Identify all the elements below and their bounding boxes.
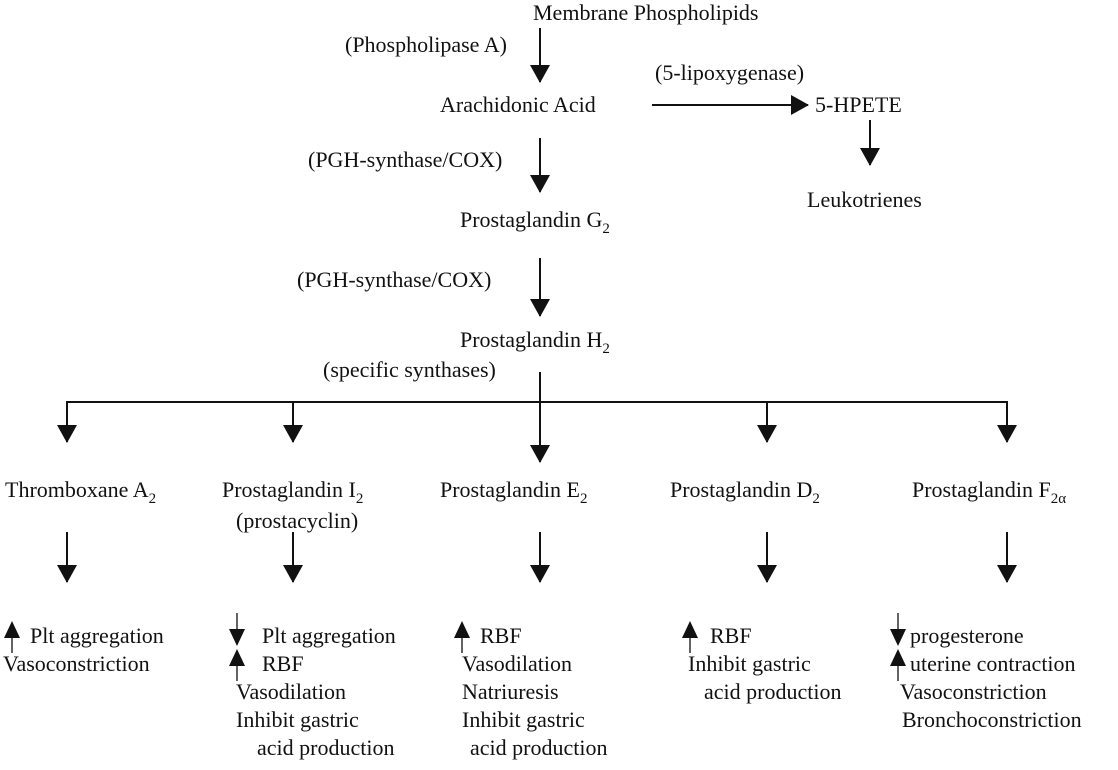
effect-text: RBF <box>480 623 522 648</box>
node-5-hpete: 5-HPETE <box>815 92 902 117</box>
effect-text: Vasodilation <box>462 651 572 676</box>
effect-text: Natriuresis <box>462 679 559 704</box>
effect-text: Plt aggregation <box>30 623 164 648</box>
effect-text: RBF <box>262 651 304 676</box>
product-1: Prostaglandin I2(prostacyclin) Plt aggreg… <box>222 402 396 760</box>
products-layer: Thromboxane A2 Plt aggregation Vasoconstri… <box>3 402 1082 760</box>
product-note: (prostacyclin) <box>236 508 358 533</box>
enzyme-5-lipoxygenase: (5-lipoxygenase) <box>655 60 804 85</box>
increase-arrow-icon <box>890 649 906 666</box>
effect-text: RBF <box>710 623 752 648</box>
node-prostaglandin-g2: Prostaglandin G2 <box>460 207 610 237</box>
node-leukotrienes: Leukotrienes <box>807 187 922 212</box>
effect-text: acid production <box>257 735 394 760</box>
effect-text: Plt aggregation <box>262 623 396 648</box>
effect-text: progesterone <box>910 623 1024 648</box>
effect-text: Vasodilation <box>236 679 346 704</box>
effect-text: acid production <box>704 679 841 704</box>
decrease-arrow-icon <box>890 629 906 646</box>
increase-arrow-icon <box>454 621 470 638</box>
product-4: Prostaglandin F2α progesterone uterine con… <box>890 402 1082 732</box>
product-label: Prostaglandin D2 <box>670 477 820 507</box>
enzyme-phospholipase: (Phospholipase A) <box>345 32 507 57</box>
node-membrane-phospholipids: Membrane Phospholipids <box>533 0 759 25</box>
increase-arrow-icon <box>682 621 698 638</box>
effect-text: acid production <box>470 735 607 760</box>
effect-text: Inhibit gastric <box>462 707 585 732</box>
enzyme-cox-2: (PGH-synthase/COX) <box>297 267 491 292</box>
increase-arrow-icon <box>229 649 245 666</box>
effect-text: Bronchoconstriction <box>902 707 1082 732</box>
product-label: Thromboxane A2 <box>5 477 156 507</box>
effect-text: Inhibit gastric <box>688 651 811 676</box>
product-0: Thromboxane A2 Plt aggregation Vasoconstri… <box>3 402 164 676</box>
effect-text: Vasoconstriction <box>900 679 1047 704</box>
product-label: Prostaglandin I2 <box>222 477 363 507</box>
effect-text: Inhibit gastric <box>236 707 359 732</box>
product-label: Prostaglandin E2 <box>440 477 587 507</box>
node-arachidonic-acid: Arachidonic Acid <box>440 92 596 117</box>
effect-text: uterine contraction <box>910 651 1076 676</box>
enzyme-cox-1: (PGH-synthase/COX) <box>308 147 502 172</box>
enzyme-specific-synthases: (specific synthases) <box>323 357 496 382</box>
node-prostaglandin-h2: Prostaglandin H2 <box>460 327 610 357</box>
product-3: Prostaglandin D2 RBF Inhibit gastric acid p… <box>670 402 841 704</box>
decrease-arrow-icon <box>229 629 245 646</box>
effect-text: Vasoconstriction <box>3 651 150 676</box>
product-2: Prostaglandin E2 RBF Vasodilation Natriures… <box>440 477 607 760</box>
increase-arrow-icon <box>4 621 20 638</box>
product-label: Prostaglandin F2α <box>912 477 1066 507</box>
